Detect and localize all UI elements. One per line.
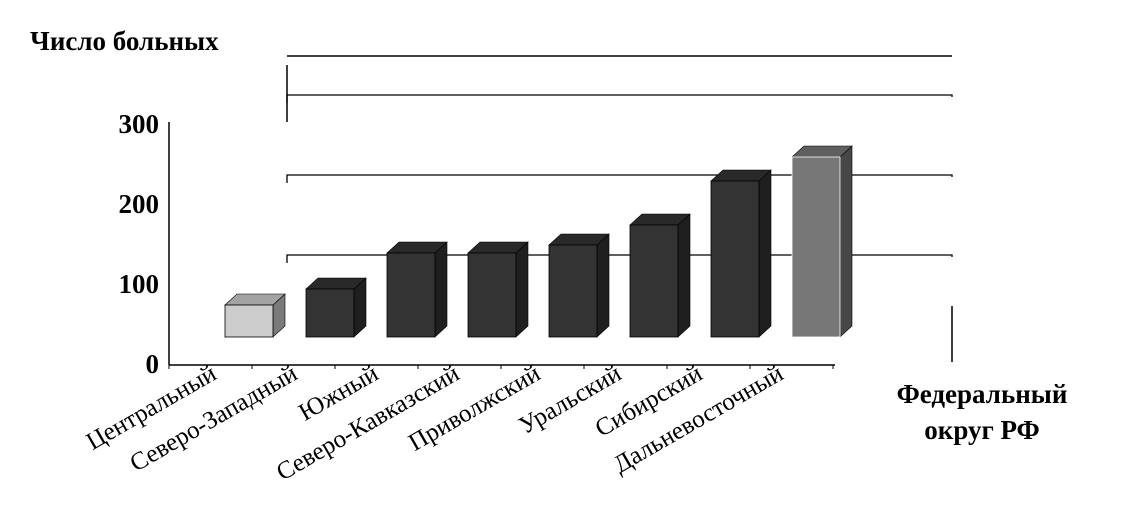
bar-front [224, 304, 274, 338]
bar-front [467, 252, 517, 338]
y-tick-label: 300 [119, 109, 160, 139]
y-axis-title: Число больных [30, 26, 219, 56]
y-tick-label: 200 [119, 189, 160, 219]
y-tick-label: 0 [146, 349, 160, 379]
bar [629, 213, 691, 338]
bar-side [434, 241, 448, 338]
bar [791, 145, 853, 338]
gridline [286, 254, 953, 263]
gridline [286, 94, 953, 103]
bar [224, 293, 286, 338]
bar [305, 277, 367, 338]
bar [386, 241, 448, 338]
bar-front [386, 252, 436, 338]
bar [710, 169, 772, 338]
bar-side [758, 169, 772, 338]
y-tick-label: 100 [119, 269, 160, 299]
bar [467, 241, 529, 338]
bar-front [710, 180, 760, 338]
bar-front [791, 156, 841, 338]
bar [548, 233, 610, 338]
bar-side [677, 213, 691, 338]
bar-front [305, 288, 355, 338]
x-axis-title: Федеральный округ РФ [896, 379, 1068, 445]
bar-front [629, 224, 679, 338]
bar-side [839, 145, 853, 338]
gridline [286, 174, 953, 183]
bar-side [515, 241, 529, 338]
bar-side [596, 233, 610, 338]
bar-front [548, 244, 598, 338]
